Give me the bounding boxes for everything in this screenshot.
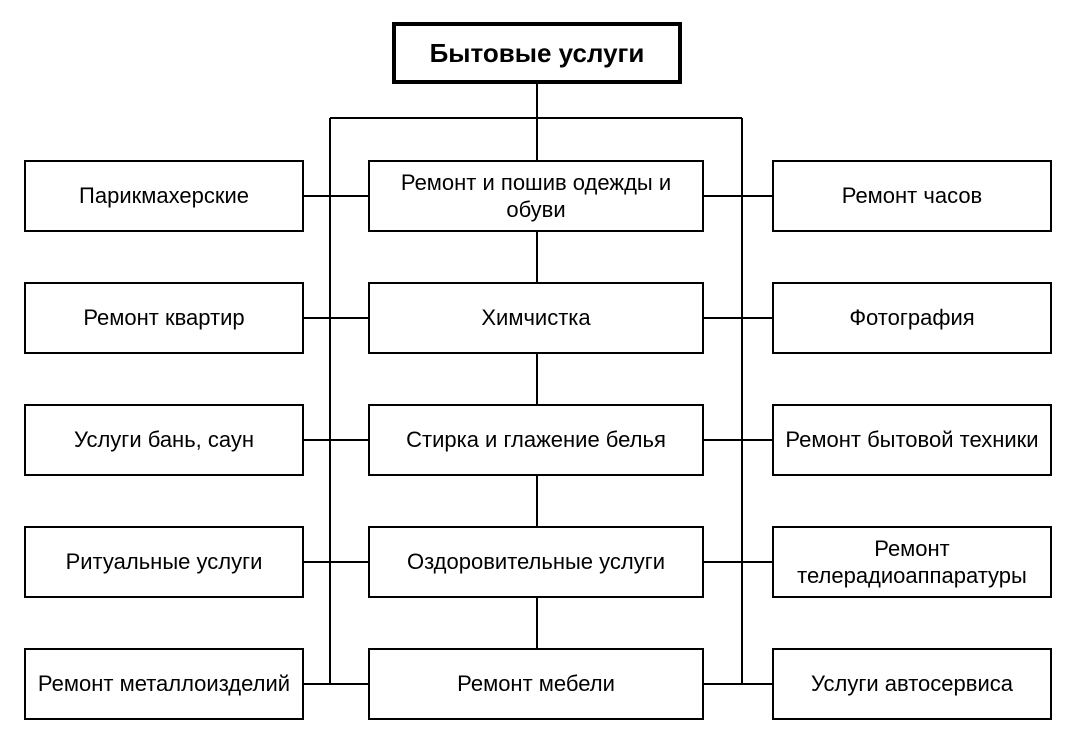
- node-label: Ремонт бытовой техники: [785, 426, 1038, 454]
- node-label: Ритуальные услуги: [66, 548, 263, 576]
- node-label: Услуги бань, саун: [74, 426, 254, 454]
- node-dry-cleaning: Химчистка: [368, 282, 704, 354]
- root-node: Бытовые услуги: [392, 22, 682, 84]
- node-ritual-services: Ритуальные услуги: [24, 526, 304, 598]
- node-label: Ремонт мебели: [457, 670, 615, 698]
- node-label: Оздоровительные услуги: [407, 548, 665, 576]
- node-metalwork-repair: Ремонт металлоизделий: [24, 648, 304, 720]
- root-label: Бытовые услуги: [430, 38, 645, 69]
- node-radio-tv-repair: Ремонт телерадиоаппаратуры: [772, 526, 1052, 598]
- node-wellness: Оздоровительные услуги: [368, 526, 704, 598]
- node-laundry: Стирка и глажение белья: [368, 404, 704, 476]
- node-label: Парикмахерские: [79, 182, 249, 210]
- node-clothes-shoes: Ремонт и пошив одежды и обуви: [368, 160, 704, 232]
- node-photography: Фотография: [772, 282, 1052, 354]
- node-label: Ремонт и пошив одежды и обуви: [380, 169, 692, 224]
- node-furniture-repair: Ремонт мебели: [368, 648, 704, 720]
- connector-lines: [0, 0, 1080, 747]
- node-label: Фотография: [849, 304, 974, 332]
- node-label: Стирка и глажение белья: [406, 426, 666, 454]
- node-label: Ремонт часов: [842, 182, 983, 210]
- node-watch-repair: Ремонт часов: [772, 160, 1052, 232]
- node-baths-saunas: Услуги бань, саун: [24, 404, 304, 476]
- node-apartment-repair: Ремонт квартир: [24, 282, 304, 354]
- node-auto-service: Услуги автосервиса: [772, 648, 1052, 720]
- node-label: Ремонт квартир: [83, 304, 244, 332]
- node-label: Услуги автосервиса: [811, 670, 1013, 698]
- node-hairdressers: Парикмахерские: [24, 160, 304, 232]
- node-label: Химчистка: [481, 304, 590, 332]
- node-label: Ремонт металлоизделий: [38, 670, 290, 698]
- node-label: Ремонт телерадиоаппаратуры: [784, 535, 1040, 590]
- node-appliance-repair: Ремонт бытовой техники: [772, 404, 1052, 476]
